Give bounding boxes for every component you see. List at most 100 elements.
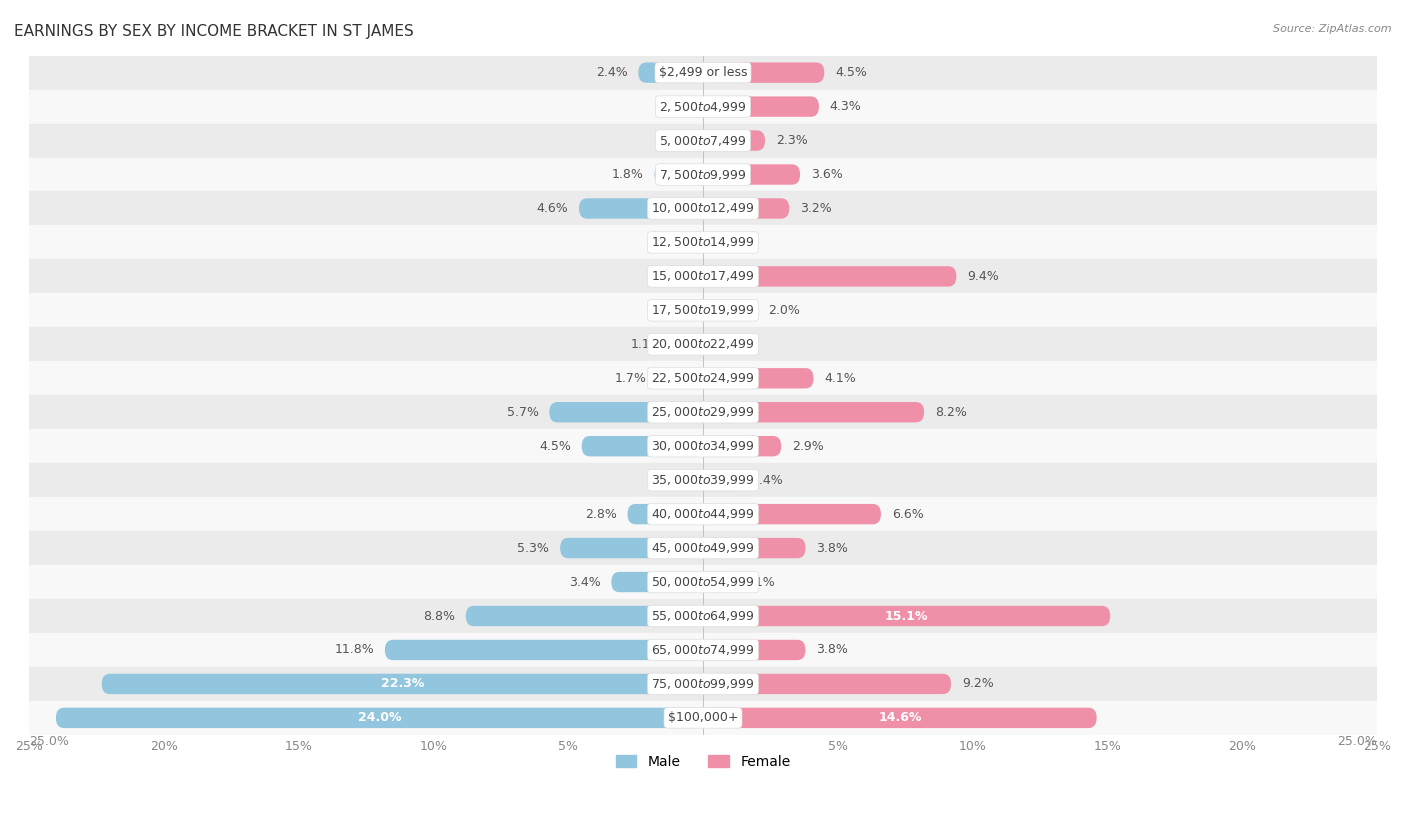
Text: 3.6%: 3.6%	[811, 168, 842, 181]
Bar	[30, 225, 1376, 259]
Text: $10,000 to $12,499: $10,000 to $12,499	[651, 202, 755, 215]
FancyBboxPatch shape	[579, 198, 703, 219]
Text: 14.6%: 14.6%	[879, 711, 921, 724]
Text: $2,499 or less: $2,499 or less	[659, 66, 747, 79]
Bar	[30, 429, 1376, 463]
Bar	[30, 531, 1376, 565]
Text: $20,000 to $22,499: $20,000 to $22,499	[651, 337, 755, 351]
FancyBboxPatch shape	[703, 63, 824, 83]
FancyBboxPatch shape	[385, 640, 703, 660]
FancyBboxPatch shape	[703, 164, 800, 185]
Text: 2.9%: 2.9%	[792, 440, 824, 453]
Text: $7,500 to $9,999: $7,500 to $9,999	[659, 167, 747, 181]
FancyBboxPatch shape	[465, 606, 703, 626]
Text: 0.0%: 0.0%	[661, 304, 692, 317]
Text: $17,500 to $19,999: $17,500 to $19,999	[651, 303, 755, 317]
Text: 5.7%: 5.7%	[506, 406, 538, 419]
Text: 0.0%: 0.0%	[661, 236, 692, 249]
Text: $5,000 to $7,499: $5,000 to $7,499	[659, 133, 747, 147]
Text: 9.2%: 9.2%	[962, 677, 994, 690]
FancyBboxPatch shape	[657, 368, 703, 389]
Text: 1.7%: 1.7%	[614, 372, 647, 385]
FancyBboxPatch shape	[627, 504, 703, 524]
Text: 4.1%: 4.1%	[824, 372, 856, 385]
Bar	[30, 497, 1376, 531]
Text: 11.8%: 11.8%	[335, 643, 374, 656]
Text: 4.5%: 4.5%	[538, 440, 571, 453]
FancyBboxPatch shape	[56, 707, 703, 728]
Text: 4.5%: 4.5%	[835, 66, 868, 79]
Text: 2.8%: 2.8%	[585, 507, 617, 520]
Legend: Male, Female: Male, Female	[616, 754, 790, 768]
Text: 4.3%: 4.3%	[830, 100, 862, 113]
Bar	[30, 124, 1376, 158]
Text: 1.4%: 1.4%	[752, 474, 783, 487]
FancyBboxPatch shape	[695, 266, 707, 287]
Text: 1.8%: 1.8%	[612, 168, 644, 181]
Text: 25.0%: 25.0%	[1337, 735, 1376, 748]
FancyBboxPatch shape	[703, 572, 733, 592]
Bar	[30, 395, 1376, 429]
Bar	[30, 259, 1376, 293]
Text: 2.3%: 2.3%	[776, 134, 807, 147]
FancyBboxPatch shape	[654, 164, 703, 185]
FancyBboxPatch shape	[703, 436, 782, 456]
Text: $100,000+: $100,000+	[668, 711, 738, 724]
FancyBboxPatch shape	[703, 674, 950, 694]
Text: $75,000 to $99,999: $75,000 to $99,999	[651, 677, 755, 691]
FancyBboxPatch shape	[703, 402, 924, 423]
Bar	[30, 89, 1376, 124]
FancyBboxPatch shape	[703, 97, 818, 117]
Bar	[30, 361, 1376, 395]
Text: 2.0%: 2.0%	[768, 304, 800, 317]
Text: 3.4%: 3.4%	[569, 576, 600, 589]
FancyBboxPatch shape	[699, 233, 711, 253]
Text: 5.3%: 5.3%	[517, 541, 550, 554]
Bar	[30, 701, 1376, 735]
Text: EARNINGS BY SEX BY INCOME BRACKET IN ST JAMES: EARNINGS BY SEX BY INCOME BRACKET IN ST …	[14, 24, 413, 39]
FancyBboxPatch shape	[560, 538, 703, 559]
Text: 25.0%: 25.0%	[30, 735, 69, 748]
Text: $35,000 to $39,999: $35,000 to $39,999	[651, 473, 755, 487]
Bar	[30, 158, 1376, 192]
FancyBboxPatch shape	[703, 707, 1097, 728]
Text: 0.0%: 0.0%	[714, 338, 745, 351]
Text: 24.0%: 24.0%	[357, 711, 401, 724]
FancyBboxPatch shape	[703, 266, 956, 287]
Text: 0.0%: 0.0%	[714, 236, 745, 249]
FancyBboxPatch shape	[582, 436, 703, 456]
Text: 8.8%: 8.8%	[423, 610, 456, 623]
Bar	[30, 328, 1376, 361]
Text: $55,000 to $64,999: $55,000 to $64,999	[651, 609, 755, 623]
FancyBboxPatch shape	[703, 300, 756, 320]
FancyBboxPatch shape	[703, 198, 789, 219]
FancyBboxPatch shape	[101, 674, 703, 694]
Text: $25,000 to $29,999: $25,000 to $29,999	[651, 405, 755, 420]
Bar	[30, 667, 1376, 701]
FancyBboxPatch shape	[695, 130, 707, 150]
Text: $22,500 to $24,999: $22,500 to $24,999	[651, 372, 755, 385]
Text: $65,000 to $74,999: $65,000 to $74,999	[651, 643, 755, 657]
FancyBboxPatch shape	[695, 233, 707, 253]
FancyBboxPatch shape	[703, 538, 806, 559]
FancyBboxPatch shape	[612, 572, 703, 592]
Text: 0.0%: 0.0%	[661, 134, 692, 147]
Text: 0.0%: 0.0%	[661, 100, 692, 113]
FancyBboxPatch shape	[695, 470, 707, 490]
Bar	[30, 192, 1376, 225]
FancyBboxPatch shape	[703, 470, 741, 490]
Text: $12,500 to $14,999: $12,500 to $14,999	[651, 236, 755, 250]
Text: 2.4%: 2.4%	[596, 66, 627, 79]
Text: 15.1%: 15.1%	[884, 610, 928, 623]
FancyBboxPatch shape	[695, 300, 707, 320]
FancyBboxPatch shape	[695, 97, 707, 117]
FancyBboxPatch shape	[703, 504, 882, 524]
FancyBboxPatch shape	[673, 334, 703, 354]
Text: $40,000 to $44,999: $40,000 to $44,999	[651, 507, 755, 521]
FancyBboxPatch shape	[638, 63, 703, 83]
Text: 3.8%: 3.8%	[817, 643, 848, 656]
FancyBboxPatch shape	[703, 368, 814, 389]
FancyBboxPatch shape	[703, 130, 765, 150]
Text: Source: ZipAtlas.com: Source: ZipAtlas.com	[1274, 24, 1392, 34]
Bar	[30, 293, 1376, 328]
